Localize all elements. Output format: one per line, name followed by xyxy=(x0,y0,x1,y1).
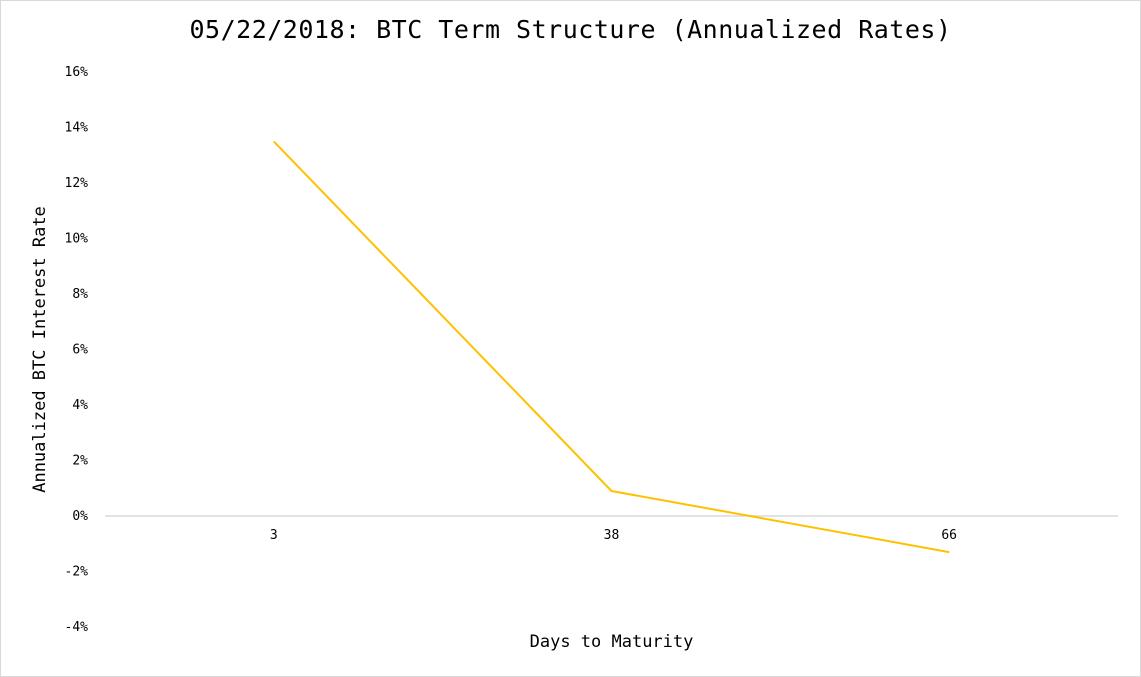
series-line xyxy=(273,140,950,554)
y-tick-label: 0% xyxy=(72,509,88,524)
x-tick-label: 38 xyxy=(604,528,620,543)
y-tick-label: 14% xyxy=(65,121,89,136)
y-tick-label: 12% xyxy=(65,176,89,191)
x-tick-label: 3 xyxy=(270,528,278,543)
y-tick-label: 8% xyxy=(72,287,88,302)
y-tick-label: 10% xyxy=(65,232,89,247)
x-tick-label: 66 xyxy=(941,528,957,543)
x-tick-labels: 3 38 66 xyxy=(270,528,957,543)
y-tick-label: 6% xyxy=(72,343,88,358)
y-tick-label: 2% xyxy=(72,454,88,469)
y-axis-title: Annualized BTC Interest Rate xyxy=(30,206,50,493)
chart-title: 05/22/2018: BTC Term Structure (Annualiz… xyxy=(189,15,952,44)
x-axis-title: Days to Maturity xyxy=(530,632,694,652)
series-group xyxy=(273,140,950,554)
y-tick-label: -2% xyxy=(65,565,89,580)
y-tick-label: 4% xyxy=(72,398,88,413)
y-tick-label: -4% xyxy=(65,620,89,635)
y-tick-labels: -4% -2% 0% 2% 4% 6% 8% 10% 12% 14% 16% xyxy=(65,65,89,635)
y-tick-label: 16% xyxy=(65,65,89,80)
